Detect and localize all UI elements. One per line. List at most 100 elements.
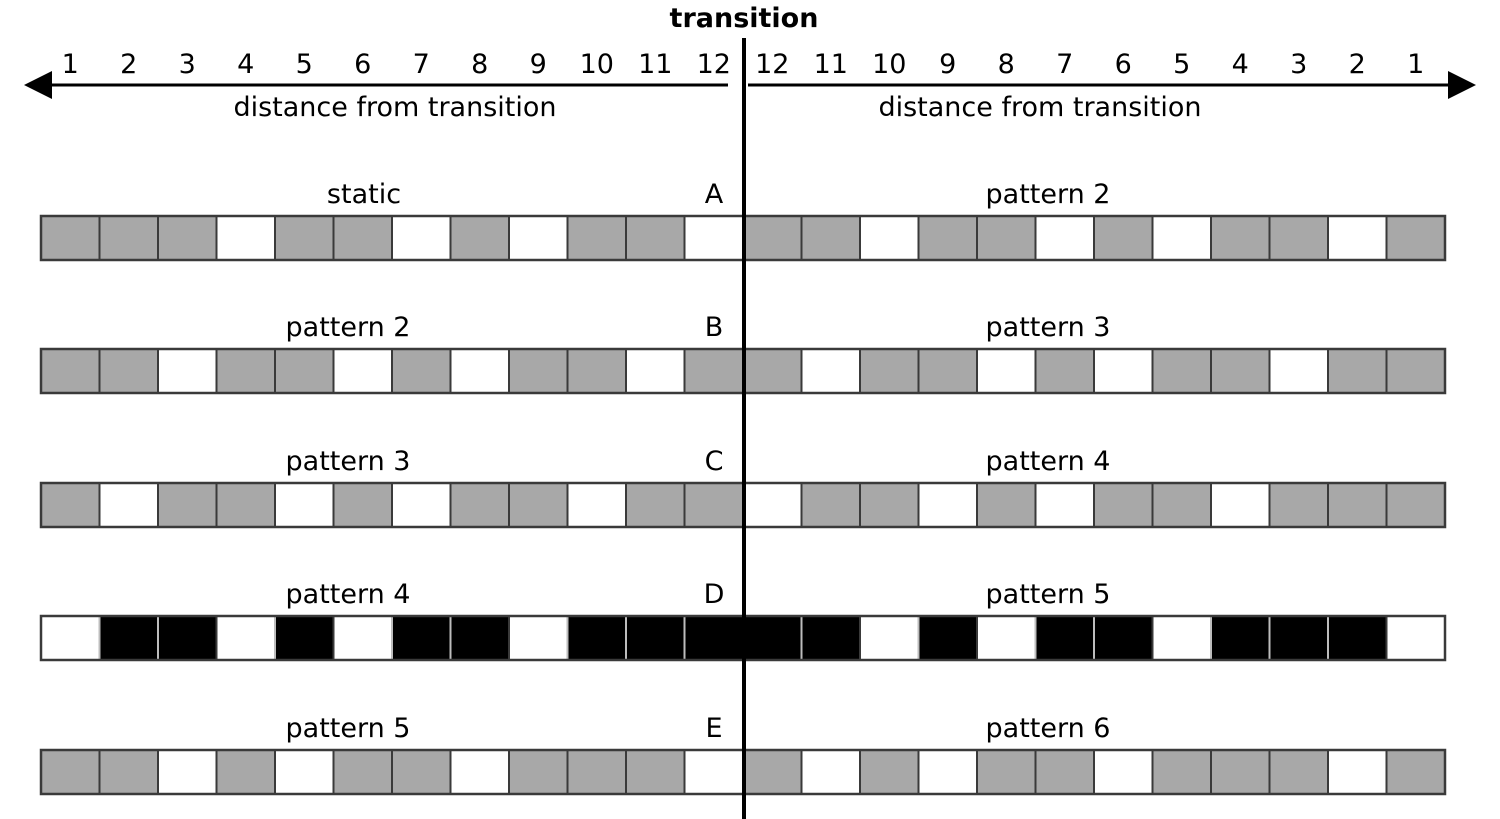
cell-black: [274, 615, 335, 661]
row-letter: E: [705, 713, 722, 744]
row-letter: D: [704, 579, 725, 610]
cell-white: [1034, 482, 1095, 528]
cell-black: [566, 615, 627, 661]
cell-gray: [1210, 348, 1271, 394]
cell-gray: [1151, 482, 1212, 528]
cell-white: [683, 749, 744, 795]
cell-gray: [625, 749, 686, 795]
cell-white: [1327, 749, 1388, 795]
cell-gray: [566, 348, 627, 394]
row-letter: B: [705, 312, 724, 343]
left-pattern-label: static: [327, 179, 401, 210]
cell-black: [1034, 615, 1095, 661]
right-axis-label: distance from transition: [878, 92, 1201, 123]
cell-white: [1210, 482, 1271, 528]
cell-white: [1385, 615, 1446, 661]
cell-gray: [1385, 215, 1446, 261]
cell-white: [274, 749, 335, 795]
cell-black: [1327, 615, 1388, 661]
cell-gray: [1268, 215, 1329, 261]
cell-black: [1268, 615, 1329, 661]
left-pattern-label: pattern 2: [286, 312, 411, 343]
tick-label: 5: [296, 49, 313, 80]
cell-gray: [508, 482, 569, 528]
tick-label: 10: [580, 49, 614, 80]
cell-gray: [40, 348, 101, 394]
tick-label: 3: [1290, 49, 1307, 80]
tick-label: 7: [1056, 49, 1073, 80]
cell-white: [917, 749, 978, 795]
cell-white: [391, 482, 452, 528]
tick-label: 2: [1349, 49, 1366, 80]
cell-white: [215, 615, 276, 661]
cell-black: [98, 615, 159, 661]
cell-gray: [508, 348, 569, 394]
cell-gray: [800, 215, 861, 261]
cell-gray: [1385, 348, 1446, 394]
right-arrowhead-icon: [1448, 71, 1476, 99]
tick-label: 1: [1407, 49, 1424, 80]
tick-label: 4: [1232, 49, 1249, 80]
tick-label: 12: [697, 49, 731, 80]
cell-gray: [859, 749, 920, 795]
cell-gray: [1151, 348, 1212, 394]
cell-white: [332, 348, 393, 394]
cell-white: [976, 348, 1037, 394]
cell-white: [1151, 615, 1212, 661]
cell-gray: [566, 215, 627, 261]
cell-gray: [1034, 348, 1095, 394]
cell-gray: [1268, 482, 1329, 528]
cell-gray: [1385, 749, 1446, 795]
tick-label: 2: [120, 49, 137, 80]
right-pattern-label: pattern 5: [986, 579, 1111, 610]
cell-gray: [742, 348, 803, 394]
cell-white: [157, 348, 218, 394]
cell-gray: [859, 348, 920, 394]
cell-white: [449, 749, 510, 795]
tick-label: 6: [1115, 49, 1132, 80]
cell-white: [566, 482, 627, 528]
cell-gray: [40, 749, 101, 795]
cell-white: [859, 615, 920, 661]
cell-black: [800, 615, 861, 661]
cell-gray: [40, 215, 101, 261]
left-pattern-label: pattern 3: [286, 446, 411, 477]
tick-label: 3: [179, 49, 196, 80]
cell-black: [449, 615, 510, 661]
cell-white: [800, 749, 861, 795]
cell-gray: [800, 482, 861, 528]
cell-gray: [1210, 215, 1271, 261]
cell-gray: [566, 749, 627, 795]
cell-gray: [215, 348, 276, 394]
cell-gray: [1327, 348, 1388, 394]
cell-gray: [625, 215, 686, 261]
cell-white: [508, 215, 569, 261]
tick-label: 4: [237, 49, 254, 80]
cell-gray: [391, 749, 452, 795]
tick-label: 9: [530, 49, 547, 80]
cell-gray: [98, 348, 159, 394]
right-pattern-label: pattern 6: [986, 713, 1111, 744]
cell-gray: [1093, 482, 1154, 528]
tick-label: 9: [939, 49, 956, 80]
tick-label: 10: [872, 49, 906, 80]
cell-white: [1268, 348, 1329, 394]
cell-gray: [391, 348, 452, 394]
cell-gray: [917, 215, 978, 261]
cell-white: [976, 615, 1037, 661]
tick-label: 1: [62, 49, 79, 80]
cell-white: [391, 215, 452, 261]
left-pattern-label: pattern 4: [286, 579, 411, 610]
right-pattern-label: pattern 4: [986, 446, 1111, 477]
cell-gray: [683, 482, 744, 528]
tick-label: 8: [471, 49, 488, 80]
cell-gray: [98, 749, 159, 795]
cell-gray: [98, 215, 159, 261]
cell-gray: [1151, 749, 1212, 795]
cell-white: [1093, 749, 1154, 795]
